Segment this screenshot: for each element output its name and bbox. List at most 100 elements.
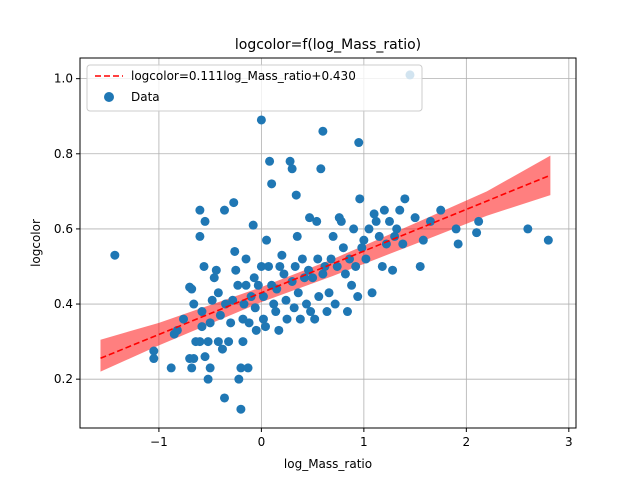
data-point <box>248 220 258 230</box>
data-point <box>209 273 219 283</box>
data-point <box>269 299 279 309</box>
data-point <box>260 322 270 332</box>
data-point <box>179 314 189 324</box>
data-point <box>236 404 246 414</box>
legend-data-swatch <box>104 92 114 102</box>
data-point <box>347 280 357 290</box>
data-point <box>305 213 315 223</box>
data-point <box>293 288 303 298</box>
data-point <box>342 307 352 317</box>
data-point <box>310 314 320 324</box>
data-point <box>239 299 249 309</box>
data-point <box>371 216 381 226</box>
data-point <box>313 254 323 264</box>
data-point <box>219 205 229 215</box>
data-point <box>205 363 215 373</box>
data-point <box>279 269 289 279</box>
data-point <box>272 284 282 294</box>
data-point <box>336 216 346 226</box>
y-tick-label: 0.4 <box>54 297 73 311</box>
data-point <box>357 243 367 253</box>
data-point <box>213 288 223 298</box>
data-point <box>172 325 182 335</box>
data-point <box>381 239 391 249</box>
data-point <box>324 288 334 298</box>
data-point <box>322 307 332 317</box>
data-point <box>398 239 408 249</box>
data-point <box>359 235 369 245</box>
axis-ticks: −1 0 1 2 3 0.2 0.4 0.6 0.8 1.0 <box>54 72 573 449</box>
data-point <box>233 280 243 290</box>
data-point <box>312 216 322 226</box>
data-point <box>297 254 307 264</box>
data-point <box>197 322 207 332</box>
y-tick-label: 0.8 <box>54 147 73 161</box>
data-point <box>395 205 405 215</box>
data-point <box>215 310 225 320</box>
plot-frame <box>79 57 577 429</box>
data-point <box>275 261 285 271</box>
data-point <box>367 288 377 298</box>
data-point <box>292 231 302 241</box>
data-point <box>217 344 227 354</box>
x-tick-label: 1 <box>360 435 368 449</box>
data-point <box>351 261 361 271</box>
data-point <box>230 246 240 256</box>
data-point <box>400 194 410 204</box>
data-point <box>338 243 348 253</box>
data-point <box>326 254 336 264</box>
data-point <box>251 325 261 335</box>
data-point <box>253 280 263 290</box>
data-point <box>241 254 251 264</box>
data-point <box>295 314 305 324</box>
data-point <box>328 231 338 241</box>
data-point <box>306 307 316 317</box>
data-point <box>271 307 281 317</box>
legend: logcolor=0.111log_Mass_ratio+0.430 Data <box>86 64 423 112</box>
data-point <box>379 205 389 215</box>
data-point <box>425 216 435 226</box>
data-point <box>277 250 287 260</box>
x-tick-label: 0 <box>258 435 266 449</box>
data-point <box>195 337 205 347</box>
data-point <box>349 224 359 234</box>
data-point <box>258 314 268 324</box>
data-point <box>374 231 384 241</box>
legend-data-label: Data <box>131 90 160 104</box>
x-tick-label: −1 <box>150 435 168 449</box>
x-axis-label: log_Mass_ratio <box>284 457 372 471</box>
data-point <box>361 254 371 264</box>
data-point <box>289 303 299 313</box>
y-tick-label: 0.2 <box>54 372 73 386</box>
data-point <box>392 224 402 234</box>
data-point <box>219 393 229 403</box>
data-point <box>523 224 533 234</box>
data-point <box>264 261 274 271</box>
data-point <box>369 209 379 219</box>
data-point <box>265 156 275 166</box>
data-point <box>236 363 246 373</box>
data-point <box>316 164 326 174</box>
data-point <box>364 224 374 234</box>
data-point <box>332 261 342 271</box>
data-point <box>149 346 159 356</box>
data-point <box>543 235 553 245</box>
legend-box <box>86 64 423 112</box>
data-point <box>308 273 318 283</box>
data-point <box>340 269 350 279</box>
data-point <box>410 213 420 223</box>
data-point <box>318 269 328 279</box>
data-point <box>377 261 387 271</box>
x-tick-label: 3 <box>565 435 573 449</box>
data-points <box>110 70 553 414</box>
data-point <box>262 235 272 245</box>
legend-fit-label: logcolor=0.111log_Mass_ratio+0.430 <box>131 69 356 83</box>
data-point <box>226 318 236 328</box>
data-point <box>229 198 239 208</box>
data-point <box>353 292 363 302</box>
data-point <box>241 280 251 290</box>
data-point <box>287 164 297 174</box>
data-point <box>243 363 253 373</box>
data-point <box>267 179 277 189</box>
data-point <box>282 314 292 324</box>
